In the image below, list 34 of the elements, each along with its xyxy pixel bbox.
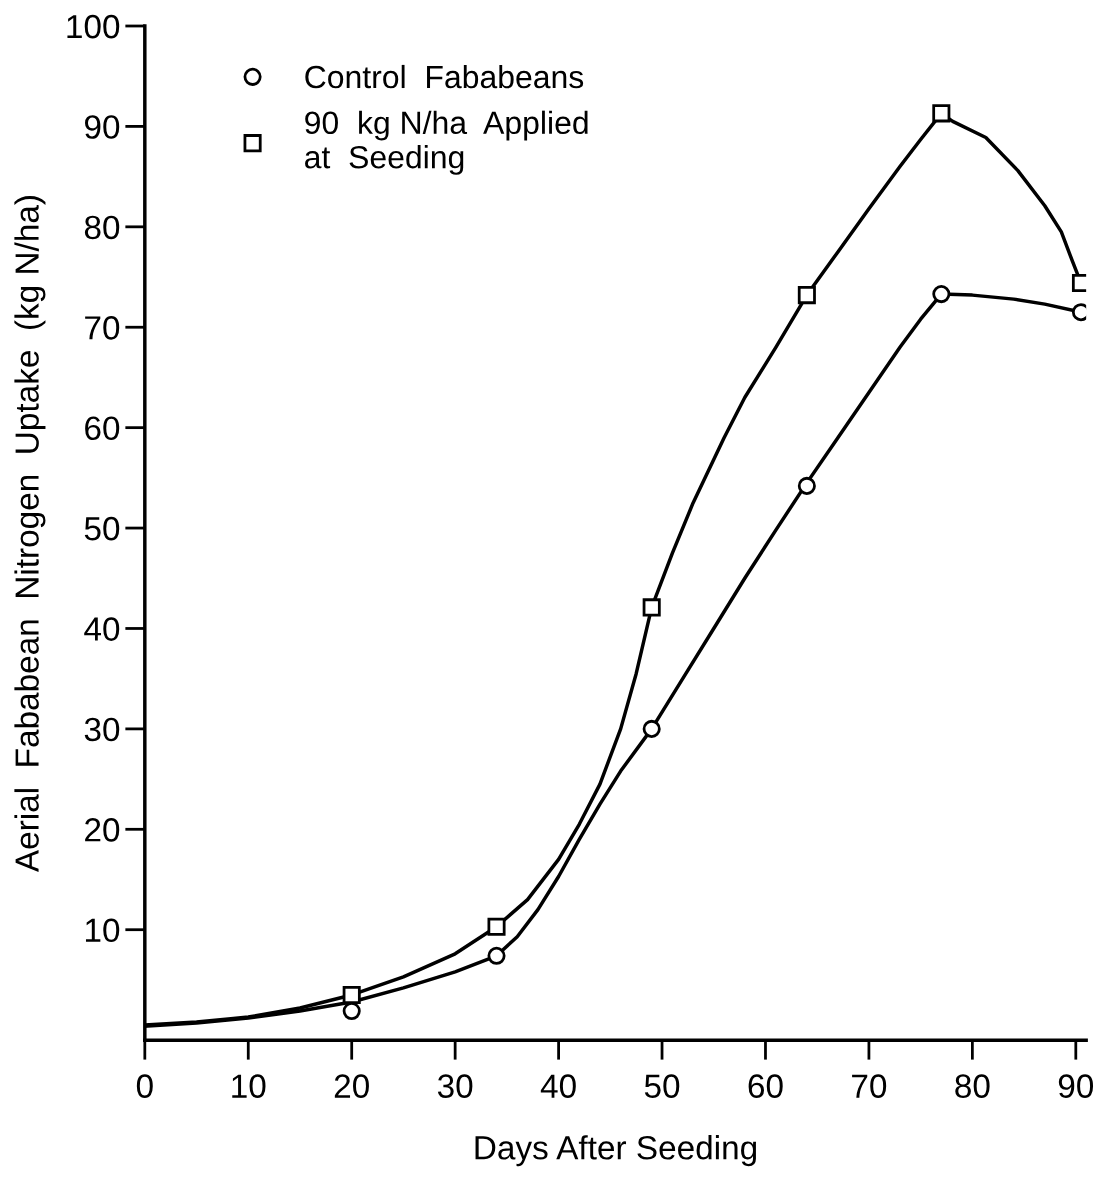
point <box>342 1002 361 1021</box>
y-tick-label: 100 <box>67 14 120 39</box>
y-tick-label: 60 <box>85 416 120 441</box>
x-tick-label: 90 <box>1058 1074 1094 1098</box>
x-tick-label: 30 <box>437 1074 473 1098</box>
y-tick-label: 90 <box>85 115 120 139</box>
point <box>642 598 661 617</box>
x-tick-label: 0 <box>136 1074 153 1098</box>
point <box>342 985 361 1004</box>
point <box>487 946 506 965</box>
x-tick-label: 70 <box>852 1074 887 1098</box>
y-axis-title: Aerial Fababean Nitrogen Uptake (kg N/ha) <box>14 196 46 873</box>
point <box>932 285 951 304</box>
legend-label: 90 kg N/ha Applied at Seeding <box>305 110 588 175</box>
x-tick-label: 80 <box>955 1074 990 1098</box>
y-tick-label: 50 <box>84 516 120 541</box>
x-tick-label: 50 <box>644 1074 680 1098</box>
point <box>797 476 816 495</box>
x-tick-label: 60 <box>748 1074 783 1098</box>
y-tick-label: 70 <box>85 316 120 340</box>
point <box>642 719 661 738</box>
point <box>797 286 816 305</box>
point <box>487 917 506 936</box>
y-tick-label: 30 <box>84 717 120 742</box>
x-tick-label: 20 <box>334 1074 369 1098</box>
y-tick-label: 40 <box>84 617 120 641</box>
x-axis-title: Days After Seeding <box>475 1135 757 1167</box>
y-tick-label: 80 <box>84 215 120 240</box>
y-tick-label: 10 <box>85 918 120 943</box>
x-tick-label: 10 <box>232 1074 266 1098</box>
y-tick-label: 20 <box>85 818 120 842</box>
legend-label: Control Fababeans <box>305 64 584 89</box>
point <box>932 104 951 123</box>
x-tick-label: 40 <box>540 1074 576 1098</box>
